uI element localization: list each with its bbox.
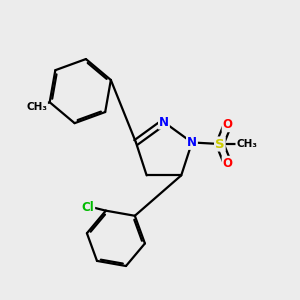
Text: N: N <box>187 136 197 149</box>
Text: O: O <box>223 157 232 170</box>
Text: CH₃: CH₃ <box>26 102 47 112</box>
Text: O: O <box>223 118 232 131</box>
Text: Cl: Cl <box>82 201 94 214</box>
Text: CH₃: CH₃ <box>236 139 257 149</box>
Text: S: S <box>215 137 225 151</box>
Text: N: N <box>159 116 169 129</box>
